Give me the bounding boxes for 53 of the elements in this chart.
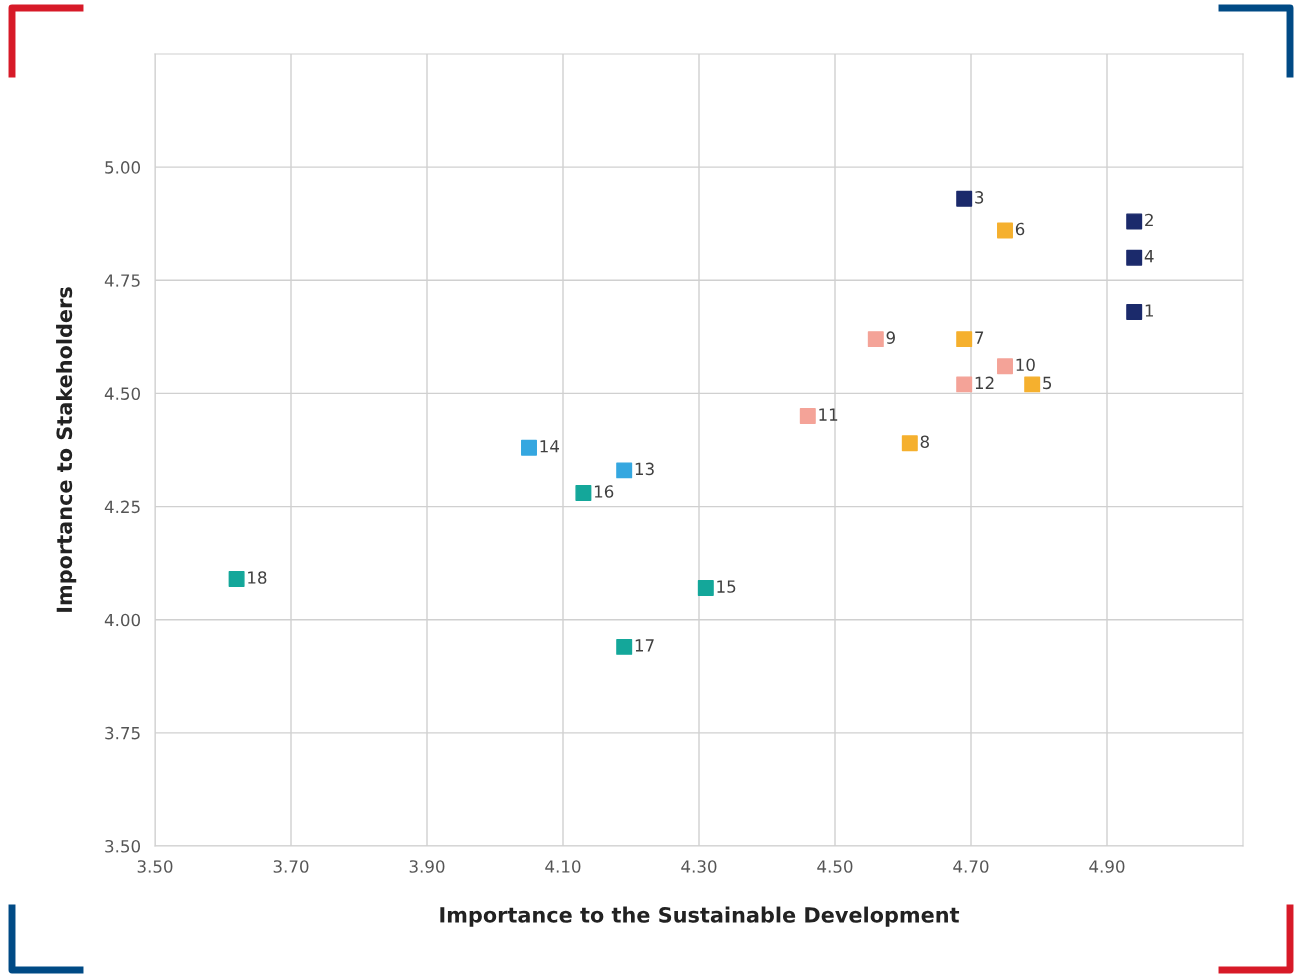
annotation: 8 bbox=[920, 435, 929, 449]
annotation: 9 bbox=[886, 331, 895, 344]
point bbox=[799, 408, 816, 425]
x-tick-label: 3.50 bbox=[137, 860, 173, 873]
point bbox=[616, 638, 633, 655]
y-tick-label: 4.00 bbox=[104, 613, 140, 627]
point bbox=[997, 358, 1013, 375]
point bbox=[997, 222, 1013, 239]
annotation: 7 bbox=[975, 331, 984, 344]
x-axis-title: Importance to the Sustainable Development bbox=[440, 906, 960, 927]
point bbox=[697, 580, 714, 597]
y-tick-label: 3.75 bbox=[105, 726, 140, 740]
annotation: 11 bbox=[819, 408, 838, 421]
annotation: 2 bbox=[1145, 213, 1153, 227]
x-tick-label: 4.30 bbox=[681, 860, 717, 873]
annotation: 15 bbox=[717, 580, 736, 593]
y-tick-label: 4.50 bbox=[104, 387, 140, 400]
annotation: 4 bbox=[1144, 250, 1154, 263]
point bbox=[867, 331, 884, 348]
x-tick-label: 4.50 bbox=[817, 860, 853, 873]
x-tick-label: 3.70 bbox=[273, 860, 309, 873]
x-tick-label: 4.10 bbox=[545, 860, 581, 873]
point bbox=[1126, 303, 1143, 320]
point bbox=[1126, 249, 1143, 266]
annotation: 1 bbox=[1145, 304, 1153, 317]
annotation: 12 bbox=[975, 376, 994, 389]
point bbox=[1126, 213, 1143, 230]
x-tick-label: 4.70 bbox=[953, 860, 989, 873]
annotation: 17 bbox=[635, 639, 654, 652]
x-tick-label: 4.90 bbox=[1089, 860, 1125, 873]
point bbox=[956, 331, 973, 348]
annotation: 10 bbox=[1016, 358, 1035, 372]
annotation: 5 bbox=[1043, 376, 1052, 390]
point bbox=[521, 439, 537, 456]
point bbox=[901, 435, 918, 452]
annotation: 18 bbox=[248, 571, 267, 584]
y-tick-label: 4.75 bbox=[104, 274, 140, 287]
annotation: 16 bbox=[594, 485, 614, 498]
annotation: 14 bbox=[540, 440, 559, 453]
point bbox=[575, 485, 592, 501]
annotation: 3 bbox=[975, 191, 984, 204]
y-tick-label: 4.25 bbox=[104, 500, 140, 514]
annotation: 6 bbox=[1015, 222, 1025, 236]
point bbox=[616, 462, 633, 479]
y-tick-label: 5.00 bbox=[105, 161, 140, 174]
point bbox=[1024, 376, 1041, 393]
point bbox=[228, 571, 245, 587]
x-tick-label: 3.90 bbox=[409, 860, 445, 873]
annotation: 13 bbox=[635, 462, 654, 476]
point bbox=[956, 376, 973, 393]
y-axis-title: Importance to Stakeholders bbox=[56, 287, 77, 612]
y-tick-label: 3.50 bbox=[105, 839, 140, 853]
point bbox=[956, 190, 973, 207]
